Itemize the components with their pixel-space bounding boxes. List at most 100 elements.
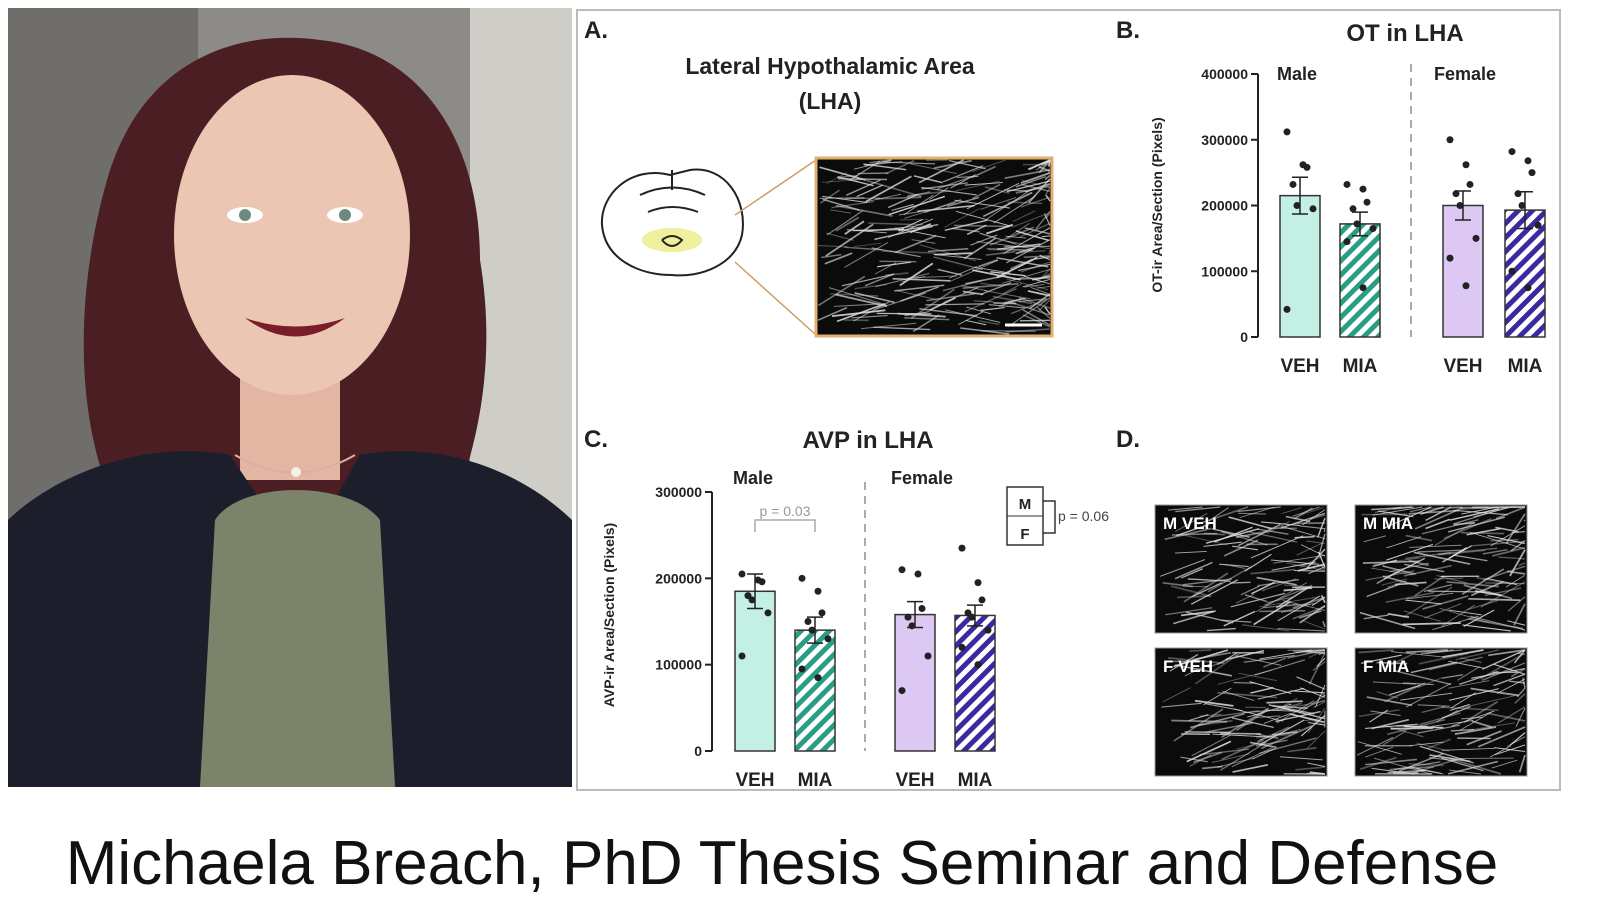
y-axis-label: OT-ir Area/Section (Pixels): [1149, 117, 1165, 292]
x-tick-label: MIA: [798, 770, 833, 791]
x-tick-label: MIA: [958, 770, 993, 791]
data-point: [1370, 225, 1377, 232]
micrograph-label: M VEH: [1163, 514, 1217, 533]
data-point: [815, 674, 822, 681]
data-point: [739, 653, 746, 660]
fiber: [1259, 611, 1305, 612]
data-point: [765, 609, 772, 616]
data-point: [1535, 222, 1542, 229]
data-point: [1304, 164, 1311, 171]
data-point: [1519, 202, 1526, 209]
bar: [795, 630, 835, 751]
chart-title: AVP in LHA: [802, 427, 933, 454]
data-point: [1473, 235, 1480, 242]
y-tick-label: 0: [1240, 329, 1248, 345]
data-point: [1344, 238, 1351, 245]
data-point: [1525, 284, 1532, 291]
legend-label: F: [1020, 526, 1029, 543]
fiber: [1307, 773, 1325, 774]
panel-title: Lateral Hypothalamic Area: [685, 53, 975, 79]
data-point: [759, 578, 766, 585]
data-point: [905, 614, 912, 621]
group-label: Female: [1434, 64, 1496, 84]
y-tick-label: 200000: [655, 570, 702, 586]
fiber: [1013, 278, 1050, 279]
bar: [1280, 196, 1320, 337]
fiber: [1042, 236, 1050, 237]
data-point: [1529, 169, 1536, 176]
data-point: [899, 566, 906, 573]
data-point: [1364, 199, 1371, 206]
group-label: Male: [1277, 64, 1317, 84]
panel-label: D.: [1116, 426, 1140, 453]
y-tick-label: 100000: [1201, 263, 1248, 279]
annotation: p = 0.03: [760, 503, 811, 519]
micrograph-label: M MIA: [1363, 514, 1413, 533]
caption: Michaela Breach, PhD Thesis Seminar and …: [66, 829, 1498, 898]
fiber: [1434, 578, 1463, 579]
data-point: [1525, 157, 1532, 164]
data-point: [979, 596, 986, 603]
legend-label: M: [1019, 496, 1032, 513]
data-point: [1447, 255, 1454, 262]
data-point: [1463, 161, 1470, 168]
micrograph-label: F MIA: [1363, 657, 1409, 676]
shirt: [200, 490, 395, 787]
data-point: [915, 571, 922, 578]
data-point: [799, 575, 806, 582]
y-tick-label: 200000: [1201, 198, 1248, 214]
data-point: [925, 653, 932, 660]
data-point: [805, 618, 812, 625]
bar: [955, 615, 995, 751]
x-tick-label: MIA: [1343, 356, 1378, 377]
x-tick-label: VEH: [1443, 356, 1482, 377]
x-tick-label: VEH: [1280, 356, 1319, 377]
x-tick-label: VEH: [895, 770, 934, 791]
lha-highlight: [642, 228, 702, 252]
data-point: [815, 588, 822, 595]
bar: [895, 615, 935, 751]
portrait-photo: [8, 8, 572, 787]
data-point: [1310, 205, 1317, 212]
panel-label: A.: [584, 17, 608, 44]
annotation: p = 0.06: [1058, 508, 1109, 524]
data-point: [1457, 202, 1464, 209]
y-tick-label: 100000: [655, 657, 702, 673]
data-point: [909, 622, 916, 629]
data-point: [1467, 181, 1474, 188]
y-tick-label: 300000: [655, 484, 702, 500]
data-point: [959, 644, 966, 651]
data-point: [739, 571, 746, 578]
iris: [339, 209, 351, 221]
iris: [239, 209, 251, 221]
fiber: [993, 303, 1016, 304]
data-point: [975, 579, 982, 586]
data-point: [1453, 190, 1460, 197]
y-axis-label: AVP-ir Area/Section (Pixels): [601, 523, 617, 707]
fiber: [1461, 533, 1504, 534]
data-point: [1354, 220, 1361, 227]
data-point: [969, 614, 976, 621]
data-point: [975, 661, 982, 668]
x-tick-label: MIA: [1508, 356, 1543, 377]
data-point: [959, 545, 966, 552]
bar: [1443, 206, 1483, 338]
micrograph-label: F VEH: [1163, 657, 1213, 676]
data-point: [1463, 282, 1470, 289]
fiber: [1204, 533, 1225, 534]
data-point: [819, 609, 826, 616]
data-point: [825, 635, 832, 642]
fiber: [1189, 650, 1211, 651]
data-point: [1294, 202, 1301, 209]
face: [174, 75, 410, 395]
data-point: [1447, 136, 1454, 143]
data-point: [919, 605, 926, 612]
data-point: [1344, 181, 1351, 188]
data-point: [799, 665, 806, 672]
y-tick-label: 400000: [1201, 66, 1248, 82]
pendant: [291, 467, 301, 477]
chart-title: OT in LHA: [1346, 20, 1463, 47]
fiber: [1490, 540, 1518, 541]
